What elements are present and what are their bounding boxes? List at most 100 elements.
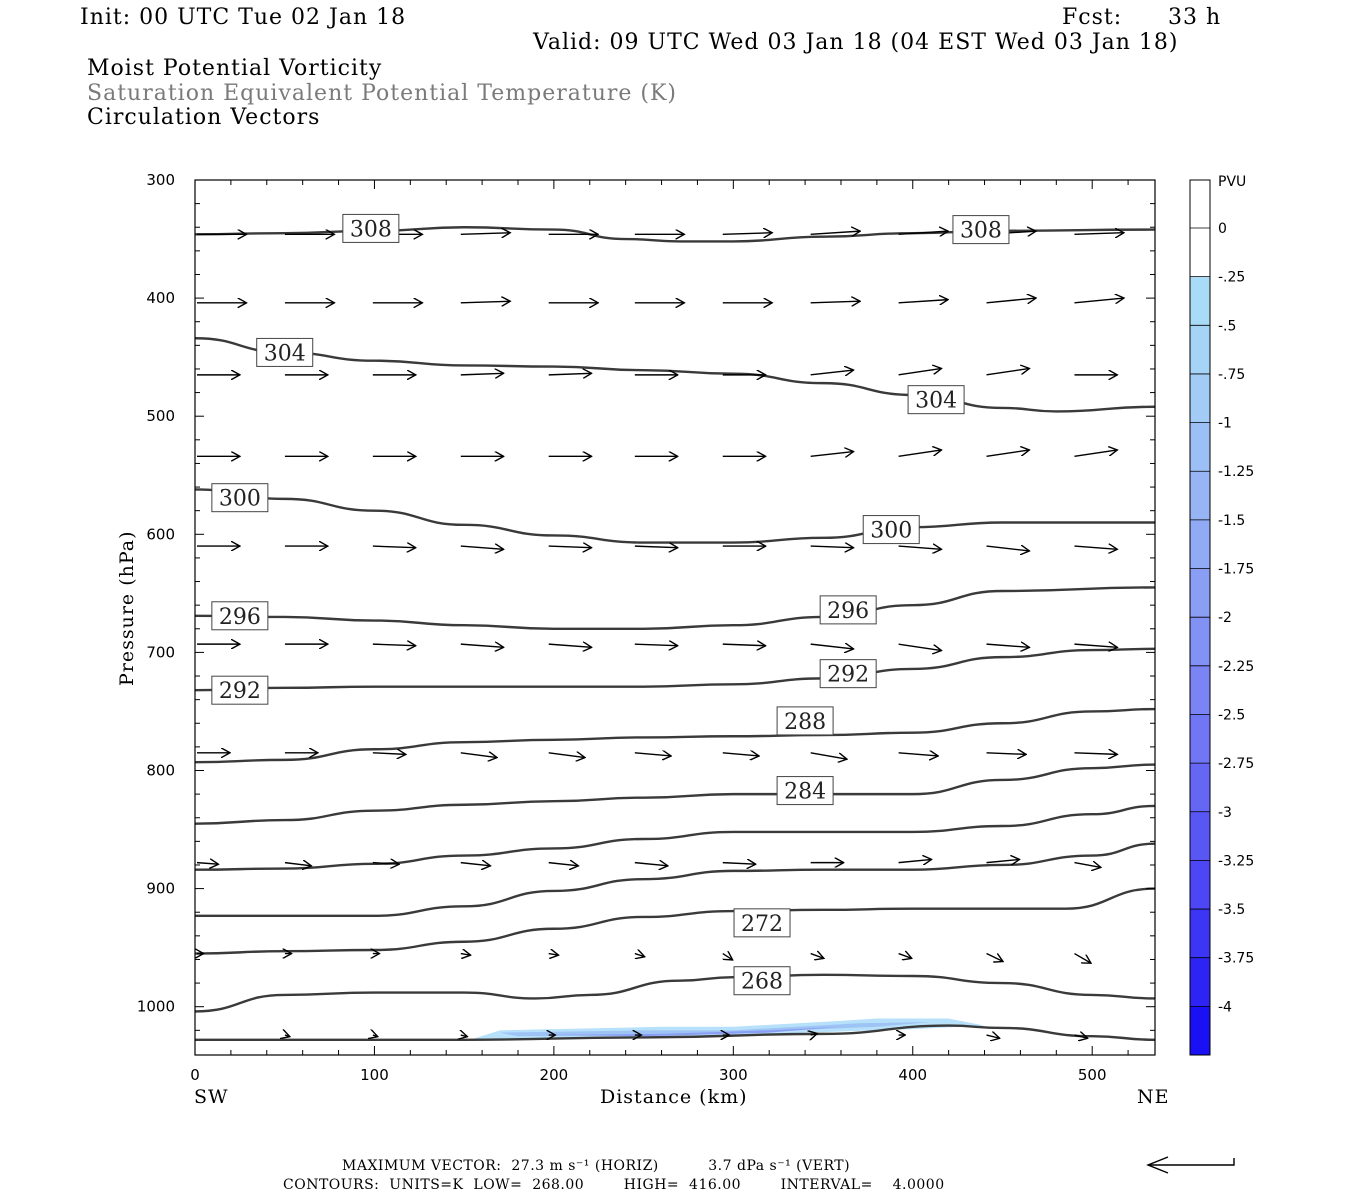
y-tick-label-500: 500	[146, 407, 175, 425]
vector-0-7	[810, 231, 861, 234]
colorbar-band-9	[1190, 665, 1210, 715]
ne-end-label: NE	[1137, 1086, 1170, 1108]
vector-4-4	[548, 546, 592, 548]
vector-8-3	[460, 954, 471, 956]
contour-304	[194, 337, 1156, 413]
x-tick-label-500: 500	[1078, 1066, 1107, 1084]
vector-1-8	[898, 300, 949, 303]
vector-1-9	[986, 298, 1037, 303]
contour-label-box-296-0	[211, 601, 269, 631]
vector-8-8	[898, 954, 912, 959]
colorbar-band-10	[1190, 714, 1210, 764]
vector-7-9	[986, 859, 1020, 862]
colorbar-label-11: -2.75	[1218, 756, 1254, 772]
contour-label-308-1: 308	[960, 219, 1002, 244]
vector-8-10	[1074, 952, 1091, 964]
vector-9-2	[373, 1035, 378, 1037]
y-axis-label: Pressure (hPa)	[116, 530, 138, 686]
colorbar-label-1: -.25	[1218, 270, 1245, 286]
vector-8-7	[810, 954, 824, 959]
contour-label-box-272-0	[733, 908, 791, 938]
forecast-hours: 33 h	[1168, 5, 1222, 30]
pv-shading-layer	[465, 1018, 985, 1041]
colorbar-band-13	[1190, 860, 1210, 910]
colorbar-label-16: -4	[1218, 999, 1232, 1015]
colorbar-band-11	[1190, 763, 1210, 813]
y-tick-label-800: 800	[146, 762, 175, 780]
contour-292	[194, 647, 1156, 692]
vector-5-5	[634, 644, 678, 646]
vector-5-8	[898, 643, 942, 650]
y-tick-label-1000: 1000	[137, 998, 175, 1016]
vector-4-10	[1074, 546, 1117, 549]
vector-4-7	[810, 546, 854, 548]
max-vector-note: MAXIMUM VECTOR: 27.3 m s⁻¹ (HORIZ) 3.7 d…	[342, 1158, 851, 1174]
y-tick-label-900: 900	[146, 880, 175, 898]
contour-284	[194, 763, 1156, 825]
colorbar-label-8: -2	[1218, 610, 1232, 626]
pv-region-core	[535, 1026, 841, 1037]
colorbar-label-15: -3.75	[1218, 951, 1254, 967]
contour-label-268-0: 268	[741, 970, 783, 995]
colorbar-label-7: -1.75	[1218, 562, 1254, 578]
colorbar-band-16	[1190, 1006, 1210, 1056]
vector-7-10	[1074, 863, 1100, 868]
colorbar-label-14: -3.5	[1218, 902, 1245, 918]
vector-9-7	[811, 1033, 818, 1035]
y-tick-label-300: 300	[146, 171, 175, 189]
pv-region-outer	[465, 1018, 985, 1041]
vector-3-8	[898, 450, 942, 458]
x-tick-label-100: 100	[360, 1066, 389, 1084]
vector-7-5	[634, 863, 668, 866]
contour-label-292-1: 292	[827, 663, 869, 688]
vector-7-3	[460, 863, 491, 866]
colorbar-band-5	[1190, 471, 1210, 521]
vector-5-2	[372, 644, 416, 646]
vector-9-3	[461, 1035, 468, 1037]
vector-9-9	[986, 1035, 1000, 1038]
contour-label-box-292-0	[211, 675, 269, 705]
pv-region-mid	[500, 1022, 931, 1037]
contour-label-box-304-0	[256, 337, 314, 367]
colorbar-band-14	[1190, 909, 1210, 959]
valid-time: Valid: 09 UTC Wed 03 Jan 18 (04 EST Wed …	[533, 30, 1179, 55]
vector-6-5	[634, 753, 671, 756]
contour-label-296-0: 296	[219, 605, 261, 630]
contour-288	[194, 707, 1156, 764]
circulation-vector-layer	[197, 231, 1124, 1038]
contour-label-284-0: 284	[784, 780, 826, 805]
vector-7-8	[898, 859, 932, 862]
vector-6-4	[548, 753, 585, 758]
contour-label-308-0: 308	[350, 217, 392, 242]
contour-label-272-0: 272	[741, 912, 783, 937]
contour-label-box-292-1	[819, 659, 877, 689]
contour-label-box-304-1	[907, 385, 965, 415]
vector-8-5	[634, 954, 645, 957]
colorbar-band-1	[1190, 276, 1210, 326]
contour-label-box-288-0	[776, 706, 834, 736]
colorbar-band-4	[1190, 422, 1210, 472]
contour-label-304-0: 304	[264, 341, 306, 366]
vector-6-2	[372, 753, 406, 755]
vector-6-10	[1074, 753, 1117, 755]
contour-label-box-284-0	[776, 776, 834, 806]
contour-272	[194, 887, 1156, 955]
contour-label-box-300-0	[211, 483, 269, 513]
colorbar-band-3	[1190, 373, 1210, 424]
vector-5-3	[460, 644, 504, 647]
vector-9-1	[285, 1035, 290, 1037]
colorbar-band-6	[1190, 519, 1210, 570]
x-tick-label-0: 0	[190, 1066, 200, 1084]
vector-7-6	[722, 863, 756, 865]
contour-label-296-1: 296	[827, 599, 869, 624]
vector-4-8	[898, 546, 942, 549]
vector-2-4	[548, 373, 592, 375]
colorbar-label-3: -.75	[1218, 367, 1245, 383]
vector-7-4	[548, 863, 579, 866]
x-tick-label-400: 400	[898, 1066, 927, 1084]
colorbar-label-6: -1.5	[1218, 513, 1245, 529]
vector-5-10	[1074, 644, 1117, 647]
contour-label-box-268-0	[733, 966, 791, 996]
x-tick-label-200: 200	[540, 1066, 569, 1084]
